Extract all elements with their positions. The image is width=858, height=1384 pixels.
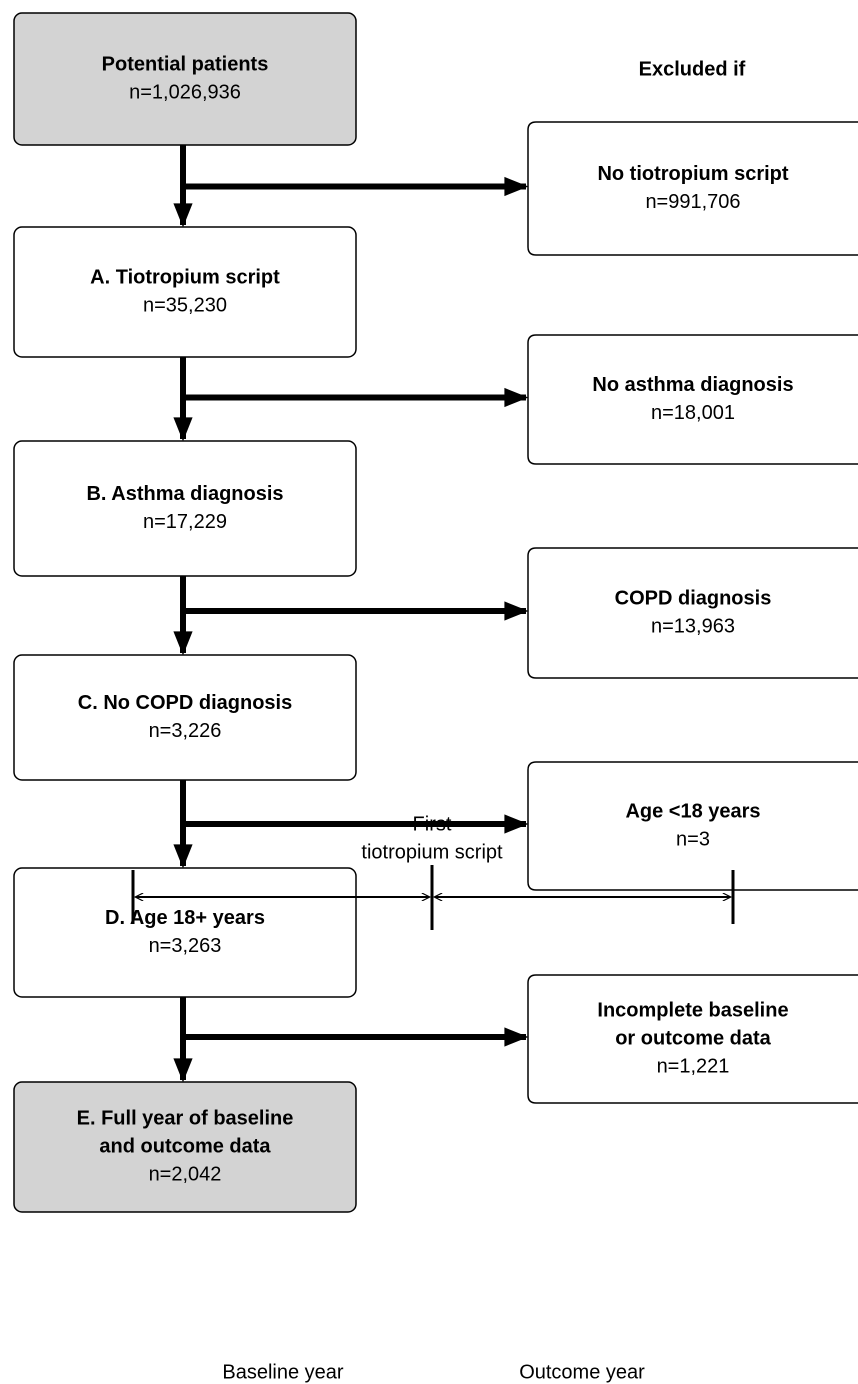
timeline-event: First xyxy=(413,813,452,835)
timeline-before: Baseline year xyxy=(222,1361,344,1383)
timeline-after: Outcome year xyxy=(519,1361,645,1383)
box-count: n=17,229 xyxy=(143,511,227,533)
box-title: and outcome data xyxy=(99,1135,271,1157)
box-count: n=13,963 xyxy=(651,615,735,637)
excluded-header: Excluded if xyxy=(639,58,746,80)
timeline-event: tiotropium script xyxy=(361,841,503,863)
box-count: n=3 xyxy=(676,828,710,850)
box-count: n=1,221 xyxy=(657,1055,730,1077)
box-title: Age <18 years xyxy=(625,800,760,822)
box-count: n=18,001 xyxy=(651,402,735,424)
box-count: n=2,042 xyxy=(149,1163,222,1185)
box-title: Potential patients xyxy=(102,53,269,75)
box-title: No asthma diagnosis xyxy=(592,374,793,396)
main-box xyxy=(13,226,357,358)
main-box xyxy=(13,654,357,781)
main-box xyxy=(13,867,357,998)
box-title: No tiotropium script xyxy=(597,163,788,185)
box-title: D. Age 18+ years xyxy=(105,907,265,929)
excluded-box xyxy=(527,121,858,256)
box-count: n=35,230 xyxy=(143,294,227,316)
timeline xyxy=(131,865,735,930)
box-title: or outcome data xyxy=(615,1027,771,1049)
box-title: COPD diagnosis xyxy=(615,587,772,609)
main-box xyxy=(13,440,357,577)
box-title: Incomplete baseline xyxy=(597,999,788,1021)
box-title: E. Full year of baseline xyxy=(77,1107,294,1129)
box-count: n=3,226 xyxy=(149,720,222,742)
main-box xyxy=(13,12,357,146)
excluded-box xyxy=(527,761,858,891)
box-count: n=3,263 xyxy=(149,935,222,957)
box-title: C. No COPD diagnosis xyxy=(78,692,292,714)
box-title: B. Asthma diagnosis xyxy=(86,483,283,505)
excluded-box xyxy=(527,334,858,465)
box-count: n=1,026,936 xyxy=(129,81,241,103)
excluded-box xyxy=(527,547,858,679)
boxes: Potential patients n=1,026,936 A. Tiotropi… xyxy=(13,12,858,1213)
box-count: n=991,706 xyxy=(645,191,740,213)
box-title: A. Tiotropium script xyxy=(90,266,280,288)
